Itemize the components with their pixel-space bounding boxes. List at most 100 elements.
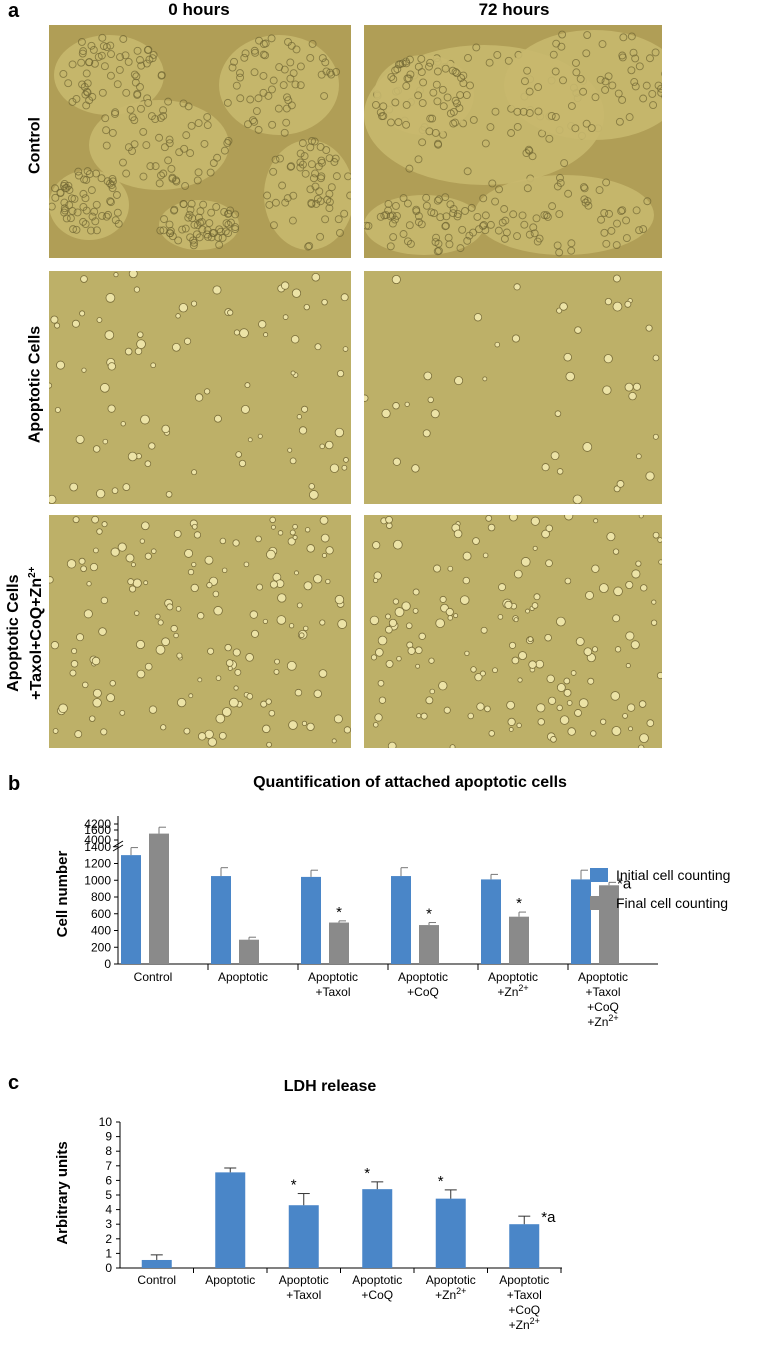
chart-b-category-label: Apoptotic+CoQ: [398, 970, 448, 999]
chart-b-category-label: Control: [134, 970, 173, 984]
chart-b-ytick-label: 0: [104, 957, 111, 971]
chart-b-ytick-label: 1000: [84, 873, 111, 887]
micrograph-row3-0h: [49, 515, 351, 748]
chart-c-bar: [288, 1205, 319, 1268]
chart-c-significance: *: [291, 1177, 297, 1194]
chart-b-category-label: Apoptotic+Zn2+: [488, 970, 538, 999]
micrograph-row1-72h: [364, 25, 662, 258]
chart-b-bar: [301, 876, 321, 964]
chart-b-ytick-label: 1600: [84, 823, 111, 837]
chart-b-bar: [239, 939, 259, 964]
chart-c-ytick-label: 10: [99, 1115, 113, 1129]
chart-c-category-label: Control: [137, 1273, 176, 1287]
chart-b-category-label: Apoptotic+Taxol+CoQ+Zn2+: [578, 970, 628, 1029]
chart-c-category-label: Apoptotic+Zn2+: [426, 1273, 476, 1302]
chart-b-ytick-label: 4000: [84, 833, 111, 847]
chart-b-legend-swatch: [590, 896, 608, 910]
chart-c-ytick-label: 7: [105, 1159, 112, 1173]
chart-b-significance: *: [516, 895, 522, 912]
chart-b-significance: *: [336, 904, 342, 921]
svg-text:+Zn2+: +Zn2+: [509, 1316, 540, 1332]
chart-c-ytick-label: 6: [105, 1173, 112, 1187]
svg-text:Apoptotic: Apoptotic: [205, 1273, 255, 1287]
chart-b-ytick-label: 400: [91, 924, 111, 938]
svg-text:Apoptotic: Apoptotic: [398, 970, 448, 984]
chart-b-category-label: Apoptotic: [218, 970, 268, 984]
svg-text:+Taxol: +Taxol: [286, 1288, 321, 1302]
chart-c-title: LDH release: [283, 1078, 377, 1095]
chart-b-ytick-label: 4200: [84, 817, 111, 831]
column-header-72h: 72 hours: [478, 0, 550, 19]
chart-b-title: Quantification of attached apoptotic cel…: [253, 774, 567, 791]
chart-b-legend-swatch: [590, 868, 608, 882]
chart-b-ytick-label: 800: [91, 890, 111, 904]
svg-text:+CoQ: +CoQ: [407, 985, 439, 999]
svg-text:Apoptotic: Apoptotic: [499, 1273, 549, 1287]
svg-text:+CoQ: +CoQ: [508, 1303, 540, 1317]
chart-c-axes: [119, 1122, 562, 1269]
chart-c-bar: [509, 1224, 540, 1268]
row-label-apoptotic-treated: Apoptotic Cells +Taxol+CoQ+Zn2+: [4, 566, 46, 700]
chart-b-ytick-label: 1200: [84, 857, 111, 871]
chart-c-ytick-label: 3: [105, 1217, 112, 1231]
svg-text:+Zn2+: +Zn2+: [497, 983, 528, 999]
chart-c-category-label: Apoptotic: [205, 1273, 255, 1287]
chart-b-ytick-label: 600: [91, 907, 111, 921]
panel-a-letter: a: [8, 0, 20, 22]
chart-c-ytick-label: 2: [105, 1232, 112, 1246]
chart-b-bar: [509, 916, 529, 964]
row-label-control: Control: [26, 117, 44, 174]
chart-c-ytick-label: 5: [105, 1188, 112, 1202]
svg-text:Apoptotic: Apoptotic: [308, 970, 358, 984]
svg-text:Apoptotic: Apoptotic: [426, 1273, 476, 1287]
chart-c-ytick-label: 1: [105, 1246, 112, 1260]
chart-c-significance: *a: [541, 1209, 556, 1226]
svg-text:Control: Control: [134, 970, 173, 984]
chart-b-category-label: Apoptotic+Taxol: [308, 970, 358, 999]
svg-text:+CoQ: +CoQ: [587, 1000, 619, 1014]
micrograph-row1-0h: [49, 25, 351, 258]
chart-b-ytick-label: 200: [91, 940, 111, 954]
chart-c-bar: [362, 1189, 393, 1268]
column-header-0h: 0 hours: [168, 0, 230, 19]
panel-c-letter: c: [8, 1072, 20, 1094]
chart-b-significance: *a: [617, 875, 632, 892]
svg-text:Apoptotic: Apoptotic: [218, 970, 268, 984]
chart-c-category-label: Apoptotic+Taxol+CoQ+Zn2+: [499, 1273, 549, 1332]
chart-b-bar: [481, 879, 501, 964]
chart-b-ytick-label: 1400: [84, 840, 111, 854]
svg-text:+Taxol: +Taxol: [315, 985, 350, 999]
svg-text:Apoptotic: Apoptotic: [279, 1273, 329, 1287]
micrograph-row3-72h: [364, 515, 662, 748]
chart-c-significance: *: [364, 1165, 370, 1182]
chart-b-bar: [329, 922, 349, 964]
svg-text:+Zn2+: +Zn2+: [435, 1286, 466, 1302]
chart-c-ytick-label: 9: [105, 1130, 112, 1144]
row-label-apoptotic: Apoptotic Cells: [26, 325, 44, 444]
chart-b-ylabel: Cell number: [54, 850, 71, 937]
micrograph-row2-0h: [49, 271, 351, 504]
chart-c-bar: [215, 1172, 246, 1268]
chart-b-bar: [391, 876, 411, 964]
chart-c-ytick-label: 8: [105, 1144, 112, 1158]
svg-text:Control: Control: [137, 1273, 176, 1287]
svg-text:Apoptotic: Apoptotic: [578, 970, 628, 984]
chart-b-legend-label: Initial cell counting: [616, 867, 730, 883]
chart-c-bar: [141, 1259, 172, 1268]
chart-b-significance: *: [426, 906, 432, 923]
svg-text:Apoptotic: Apoptotic: [488, 970, 538, 984]
chart-b-legend-label: Final cell counting: [616, 895, 728, 911]
chart-b-bar: [211, 876, 231, 964]
chart-c-ytick-label: 0: [105, 1261, 112, 1275]
chart-b-bar: [149, 833, 169, 964]
chart-c-ytick-label: 4: [105, 1203, 112, 1217]
chart-b-bar: [571, 879, 591, 964]
svg-text:+Taxol: +Taxol: [585, 985, 620, 999]
chart-c-bar: [435, 1198, 466, 1268]
svg-text:+Zn2+: +Zn2+: [587, 1013, 618, 1029]
panel-b-letter: b: [8, 773, 21, 795]
svg-text:Apoptotic: Apoptotic: [352, 1273, 402, 1287]
chart-c-ylabel: Arbitrary units: [54, 1141, 71, 1244]
chart-b-bar: [121, 855, 141, 964]
